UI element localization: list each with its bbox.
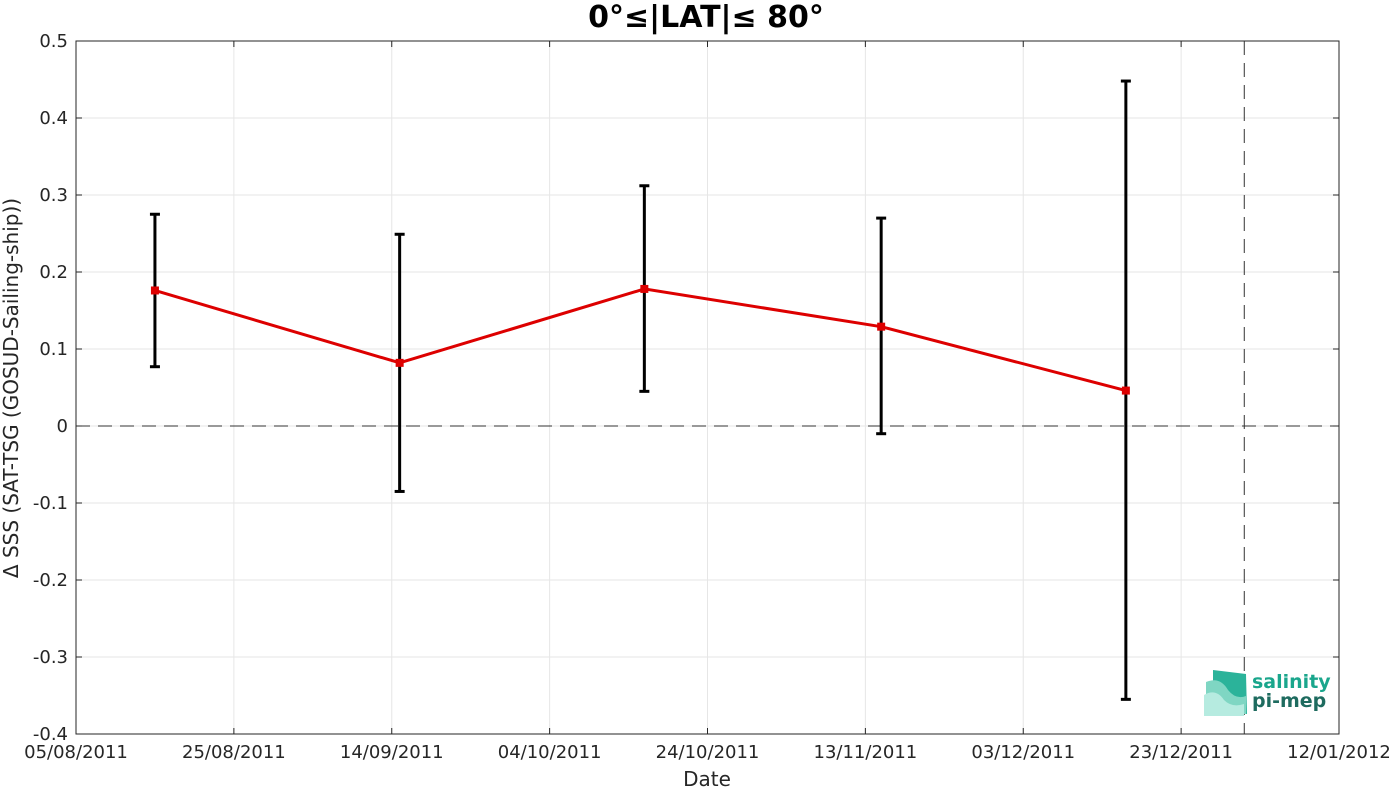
- x-tick-label: 03/12/2011: [971, 742, 1075, 763]
- x-tick-label: 23/12/2011: [1129, 742, 1233, 763]
- salinity-pi-mep-logo: salinity pi-mep: [1204, 670, 1331, 716]
- reference-lines: [76, 41, 1339, 734]
- data-point-marker: [1121, 386, 1130, 395]
- x-axis-ticks: 05/08/2011 25/08/2011 14/09/2011 04/10/2011…: [24, 41, 1391, 763]
- y-tick-label: -0.1: [33, 493, 68, 514]
- logo-text-pi-mep: pi-mep: [1252, 690, 1326, 712]
- y-tick-label: 0.4: [39, 108, 68, 129]
- chart-title: 0°≤|LAT|≤ 80°: [588, 0, 824, 35]
- x-tick-label: 13/11/2011: [814, 742, 918, 763]
- y-tick-label: 0: [57, 416, 68, 437]
- y-tick-label: 0.1: [39, 339, 68, 360]
- x-tick-label: 04/10/2011: [498, 742, 602, 763]
- y-tick-label: 0.2: [39, 262, 68, 283]
- data-point-marker: [395, 358, 404, 367]
- y-tick-label: 0.5: [39, 31, 68, 52]
- y-tick-label: -0.3: [33, 647, 68, 668]
- data-point-marker: [150, 286, 159, 295]
- data-series: [150, 284, 1130, 395]
- y-axis-title: Δ SSS (SAT-TSG (GOSUD-Sailing-ship)): [0, 198, 23, 578]
- logo-text-salinity: salinity: [1252, 671, 1331, 693]
- data-point-marker: [877, 322, 886, 331]
- x-tick-label: 25/08/2011: [182, 742, 286, 763]
- x-tick-label: 05/08/2011: [24, 742, 128, 763]
- y-tick-label: -0.4: [33, 724, 68, 745]
- y-tick-label: -0.2: [33, 570, 68, 591]
- y-axis-ticks: -0.4 -0.3 -0.2 -0.1 0 0.1 0.2 0.3 0.4 0.5: [33, 31, 1339, 745]
- x-tick-label: 14/09/2011: [340, 742, 444, 763]
- data-point-marker: [640, 284, 649, 293]
- wave-icon: [1204, 670, 1247, 716]
- x-axis-title: Date: [683, 767, 731, 788]
- y-tick-label: 0.3: [39, 185, 68, 206]
- x-tick-label: 24/10/2011: [656, 742, 760, 763]
- x-tick-label: 12/01/2012: [1287, 742, 1391, 763]
